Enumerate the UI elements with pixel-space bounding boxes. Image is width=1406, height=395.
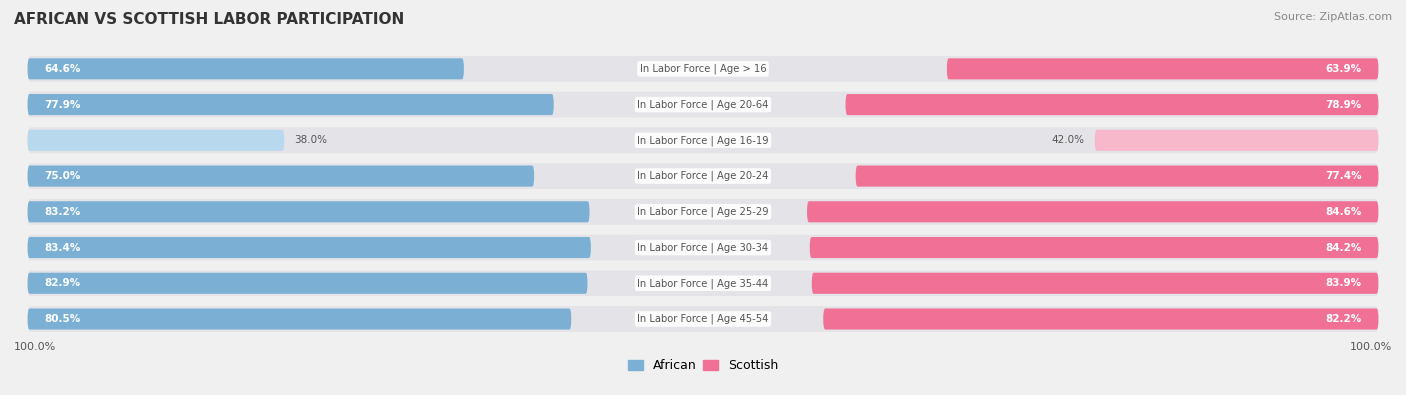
Text: In Labor Force | Age 35-44: In Labor Force | Age 35-44 <box>637 278 769 288</box>
Text: 82.9%: 82.9% <box>45 278 80 288</box>
Text: 63.9%: 63.9% <box>1326 64 1361 74</box>
Text: 80.5%: 80.5% <box>45 314 80 324</box>
Legend: African, Scottish: African, Scottish <box>623 354 783 377</box>
Text: In Labor Force | Age 45-54: In Labor Force | Age 45-54 <box>637 314 769 324</box>
Text: 83.9%: 83.9% <box>1326 278 1361 288</box>
FancyBboxPatch shape <box>28 199 1378 225</box>
FancyBboxPatch shape <box>28 235 1378 260</box>
FancyBboxPatch shape <box>824 308 1378 329</box>
Text: In Labor Force | Age 20-64: In Labor Force | Age 20-64 <box>637 99 769 110</box>
FancyBboxPatch shape <box>807 201 1378 222</box>
FancyBboxPatch shape <box>28 273 588 294</box>
Text: In Labor Force | Age 30-34: In Labor Force | Age 30-34 <box>637 242 769 253</box>
Text: 75.0%: 75.0% <box>45 171 80 181</box>
FancyBboxPatch shape <box>28 308 571 329</box>
FancyBboxPatch shape <box>856 166 1378 186</box>
FancyBboxPatch shape <box>1095 130 1378 151</box>
Text: 77.4%: 77.4% <box>1324 171 1361 181</box>
FancyBboxPatch shape <box>845 94 1378 115</box>
Text: 82.2%: 82.2% <box>1326 314 1361 324</box>
Text: 83.2%: 83.2% <box>45 207 80 217</box>
Text: 100.0%: 100.0% <box>14 342 56 352</box>
Text: Source: ZipAtlas.com: Source: ZipAtlas.com <box>1274 12 1392 22</box>
Text: 84.2%: 84.2% <box>1326 243 1361 252</box>
FancyBboxPatch shape <box>28 166 534 186</box>
Text: 83.4%: 83.4% <box>45 243 80 252</box>
Text: 64.6%: 64.6% <box>45 64 80 74</box>
Text: In Labor Force | Age > 16: In Labor Force | Age > 16 <box>640 64 766 74</box>
Text: In Labor Force | Age 20-24: In Labor Force | Age 20-24 <box>637 171 769 181</box>
FancyBboxPatch shape <box>28 130 284 151</box>
FancyBboxPatch shape <box>28 163 1378 189</box>
FancyBboxPatch shape <box>810 237 1378 258</box>
Text: 84.6%: 84.6% <box>1326 207 1361 217</box>
FancyBboxPatch shape <box>946 58 1378 79</box>
FancyBboxPatch shape <box>28 128 1378 153</box>
Text: In Labor Force | Age 25-29: In Labor Force | Age 25-29 <box>637 207 769 217</box>
Text: 38.0%: 38.0% <box>294 135 328 145</box>
FancyBboxPatch shape <box>28 201 589 222</box>
FancyBboxPatch shape <box>811 273 1378 294</box>
FancyBboxPatch shape <box>28 92 1378 117</box>
FancyBboxPatch shape <box>28 237 591 258</box>
FancyBboxPatch shape <box>28 58 464 79</box>
Text: In Labor Force | Age 16-19: In Labor Force | Age 16-19 <box>637 135 769 146</box>
FancyBboxPatch shape <box>28 306 1378 332</box>
FancyBboxPatch shape <box>28 271 1378 296</box>
Text: 77.9%: 77.9% <box>45 100 80 109</box>
FancyBboxPatch shape <box>28 56 1378 82</box>
Text: AFRICAN VS SCOTTISH LABOR PARTICIPATION: AFRICAN VS SCOTTISH LABOR PARTICIPATION <box>14 12 405 27</box>
Text: 42.0%: 42.0% <box>1052 135 1084 145</box>
FancyBboxPatch shape <box>28 94 554 115</box>
Text: 78.9%: 78.9% <box>1326 100 1361 109</box>
Text: 100.0%: 100.0% <box>1350 342 1392 352</box>
